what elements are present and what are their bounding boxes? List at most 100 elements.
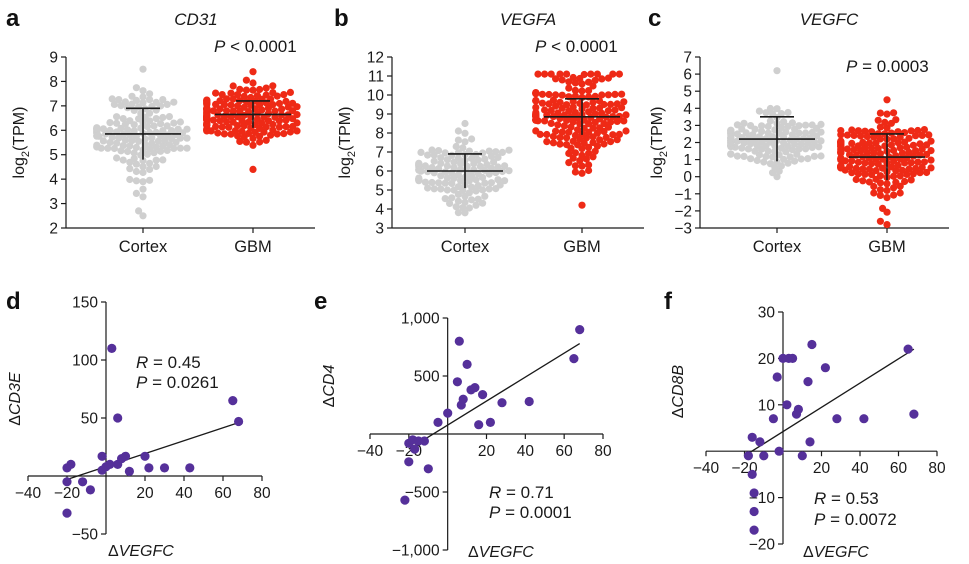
y-tick-label: 2 xyxy=(49,221,58,238)
x-tick-label: −40 xyxy=(357,443,384,460)
data-point-gbm xyxy=(890,191,898,199)
data-point xyxy=(443,408,453,418)
data-point-gbm xyxy=(249,68,257,76)
data-point xyxy=(423,464,433,474)
data-point-gbm xyxy=(220,130,228,138)
data-point-gbm xyxy=(907,127,915,135)
data-point-cortex xyxy=(132,160,140,168)
data-point-cortex xyxy=(159,127,167,135)
data-point-gbm xyxy=(602,133,610,141)
y-tick-label: 12 xyxy=(367,50,384,67)
data-point xyxy=(747,469,757,479)
data-point-cortex xyxy=(808,121,816,129)
data-point-cortex xyxy=(806,134,814,142)
data-point-cortex xyxy=(476,162,484,170)
data-point-gbm xyxy=(854,158,863,166)
data-point-gbm xyxy=(545,90,553,99)
data-point-cortex xyxy=(150,122,158,130)
data-point-cortex xyxy=(428,178,436,187)
p-value-annotation: P < 0.0001 xyxy=(214,37,297,56)
data-point-gbm xyxy=(892,178,900,186)
data-point-gbm xyxy=(229,107,237,115)
data-point-cortex xyxy=(437,154,445,162)
data-point-gbm xyxy=(604,91,613,99)
data-point-cortex xyxy=(146,159,154,167)
y-tick-label: 3 xyxy=(683,118,692,135)
data-point-cortex xyxy=(152,98,160,106)
data-point-cortex xyxy=(802,129,810,137)
data-point xyxy=(903,344,913,354)
r-value-annotation: R = 0.45 xyxy=(136,353,201,372)
data-point-gbm xyxy=(580,70,588,79)
data-point-cortex xyxy=(797,140,805,148)
data-point-cortex xyxy=(183,125,191,133)
data-point-gbm xyxy=(236,85,244,93)
data-point-gbm xyxy=(571,168,580,176)
data-point xyxy=(140,451,150,461)
data-point-cortex xyxy=(740,119,748,127)
data-point-cortex xyxy=(452,142,460,151)
data-point-gbm xyxy=(214,129,222,137)
data-point xyxy=(749,525,759,535)
data-point-gbm xyxy=(604,107,613,115)
data-point xyxy=(820,363,831,373)
data-point-cortex xyxy=(804,155,812,163)
data-point-gbm xyxy=(876,217,885,225)
p-value-annotation: P < 0.0001 xyxy=(535,37,618,56)
data-point-gbm xyxy=(861,127,869,135)
y-axis-label: ΔCD8B xyxy=(670,365,687,419)
data-point-cortex xyxy=(494,163,502,171)
data-point-cortex xyxy=(468,196,476,204)
data-point-gbm xyxy=(870,189,878,197)
data-point-gbm xyxy=(247,93,255,102)
data-point-gbm xyxy=(242,76,250,84)
regression-line xyxy=(66,422,239,481)
data-point xyxy=(419,436,429,446)
data-point-gbm xyxy=(256,85,264,94)
data-point-cortex xyxy=(435,179,443,187)
data-point-cortex xyxy=(135,207,143,215)
data-point-gbm xyxy=(892,116,900,124)
data-point-gbm xyxy=(245,108,253,116)
data-point-gbm xyxy=(870,182,878,191)
data-point-cortex xyxy=(443,156,451,164)
data-point-cortex xyxy=(113,119,121,127)
y-tick-label: 10 xyxy=(367,88,385,105)
data-point-cortex xyxy=(415,159,423,167)
data-point-cortex xyxy=(782,128,790,136)
data-point-gbm xyxy=(585,149,593,157)
data-point-gbm xyxy=(843,145,852,153)
x-tick-label: GBM xyxy=(234,238,272,256)
data-point-cortex xyxy=(132,177,140,185)
data-point-gbm xyxy=(554,121,562,129)
data-point xyxy=(859,414,869,424)
y-tick-label: 3 xyxy=(375,221,384,238)
data-point-gbm xyxy=(569,154,577,162)
data-point-gbm xyxy=(896,133,904,141)
data-point-gbm xyxy=(598,75,606,83)
data-point-gbm xyxy=(571,79,580,87)
data-point xyxy=(749,506,759,517)
data-point-gbm xyxy=(275,123,283,131)
data-point-cortex xyxy=(121,136,129,144)
data-point-gbm xyxy=(905,165,913,173)
data-point-cortex xyxy=(758,122,766,130)
data-point-cortex xyxy=(168,127,176,135)
data-point-gbm xyxy=(876,186,885,194)
data-point-gbm xyxy=(901,177,909,186)
x-axis-label: ΔVEGFC xyxy=(468,544,534,561)
data-point-gbm xyxy=(883,180,891,188)
x-tick-label: 20 xyxy=(136,485,154,502)
x-tick-label: −40 xyxy=(15,485,42,502)
data-point-cortex xyxy=(454,154,462,162)
data-point-cortex xyxy=(758,127,766,135)
data-point-gbm xyxy=(883,221,891,229)
data-point-gbm xyxy=(883,124,891,132)
data-point-cortex xyxy=(461,138,469,146)
data-point-gbm xyxy=(209,107,217,115)
data-point-cortex xyxy=(424,184,432,192)
data-point-gbm xyxy=(905,134,913,142)
data-point xyxy=(62,508,72,518)
data-point-cortex xyxy=(505,167,513,175)
y-tick-label: 4 xyxy=(683,101,692,118)
